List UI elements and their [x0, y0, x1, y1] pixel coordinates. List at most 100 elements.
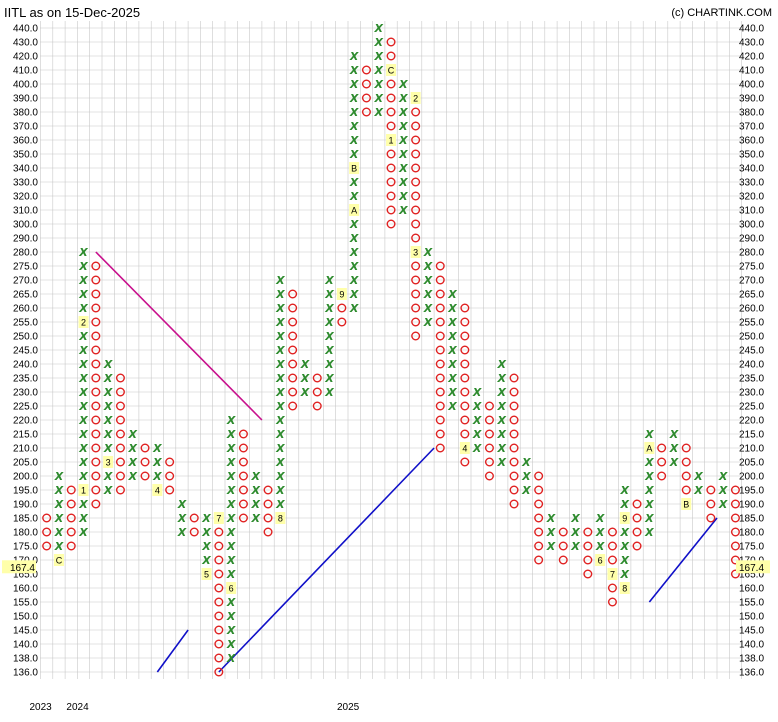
x-box: X — [570, 540, 580, 553]
o-box — [91, 359, 101, 369]
o-box — [435, 443, 445, 453]
x-box: X — [423, 246, 433, 259]
month-marker: 1 — [81, 486, 86, 496]
x-box: X — [374, 50, 384, 63]
o-box — [361, 79, 371, 89]
y-tick-label-right: 340.0 — [739, 164, 764, 175]
month-marker: A — [351, 206, 357, 216]
o-box — [411, 163, 421, 173]
copyright-label: (c) CHARTINK.COM — [671, 7, 772, 19]
o-box — [115, 429, 125, 439]
month-marker-bg — [213, 512, 224, 524]
y-tick-label-right: 260.0 — [739, 304, 764, 315]
o-box — [435, 289, 445, 299]
o-box — [534, 541, 544, 551]
o-box — [484, 457, 494, 467]
x-box: X — [128, 442, 138, 455]
x-box: X — [497, 372, 507, 385]
month-marker-bg — [78, 484, 89, 496]
o-box — [607, 555, 617, 565]
o-box — [681, 443, 691, 453]
month-marker: C — [388, 66, 395, 76]
o-box — [91, 429, 101, 439]
o-box — [534, 513, 544, 523]
o-box — [288, 373, 298, 383]
o-box — [534, 471, 544, 481]
o-box — [91, 261, 101, 271]
o-box — [386, 205, 396, 215]
x-box: X — [103, 414, 113, 427]
o-box — [460, 401, 470, 411]
x-box: X — [275, 498, 285, 511]
x-box: X — [718, 498, 728, 511]
y-tick-label-right: 160.0 — [739, 584, 764, 595]
x-box: X — [718, 484, 728, 497]
x-box: X — [226, 526, 236, 539]
month-marker: 9 — [339, 290, 344, 300]
x-box: X — [447, 386, 457, 399]
o-box — [730, 541, 740, 551]
month-marker: 3 — [413, 248, 418, 258]
x-box: X — [349, 190, 359, 203]
x-year-label: 2024 — [66, 702, 89, 713]
o-box — [91, 331, 101, 341]
x-box: X — [275, 484, 285, 497]
o-box — [91, 457, 101, 467]
y-tick-label-left: 210.0 — [13, 444, 38, 455]
o-box — [386, 149, 396, 159]
x-box: X — [644, 470, 654, 483]
y-tick-label-left: 155.0 — [13, 598, 38, 609]
trendline-resistance — [95, 251, 263, 421]
month-marker-bg — [78, 316, 89, 328]
x-box: X — [103, 358, 113, 371]
x-box: X — [620, 484, 630, 497]
o-box — [460, 317, 470, 327]
o-box — [411, 317, 421, 327]
o-box — [386, 93, 396, 103]
o-box — [386, 107, 396, 117]
x-box: X — [423, 302, 433, 315]
x-box: X — [472, 400, 482, 413]
o-box — [214, 611, 224, 621]
o-box — [312, 373, 322, 383]
y-tick-label-left: 255.0 — [13, 318, 38, 329]
x-box: X — [447, 302, 457, 315]
o-box — [435, 317, 445, 327]
x-box: X — [54, 470, 64, 483]
o-box — [657, 471, 667, 481]
o-box — [337, 303, 347, 313]
o-box — [509, 401, 519, 411]
o-box — [288, 289, 298, 299]
y-tick-label-right: 255.0 — [739, 318, 764, 329]
month-marker-bg — [336, 288, 347, 300]
o-box — [386, 37, 396, 47]
x-box: X — [521, 456, 531, 469]
x-box: X — [398, 162, 408, 175]
x-box: X — [324, 344, 334, 357]
x-box: X — [275, 414, 285, 427]
o-box — [484, 429, 494, 439]
x-box: X — [300, 386, 310, 399]
y-tick-label-right: 290.0 — [739, 234, 764, 245]
x-box: X — [447, 400, 457, 413]
o-box — [115, 401, 125, 411]
y-tick-label-left: 275.0 — [13, 262, 38, 273]
x-year-label: 2023 — [30, 702, 53, 713]
x-box: X — [275, 358, 285, 371]
o-box — [730, 499, 740, 509]
x-box: X — [349, 232, 359, 245]
o-box — [238, 443, 248, 453]
month-marker-bg — [201, 568, 212, 580]
x-box: X — [226, 428, 236, 441]
x-box: X — [201, 526, 211, 539]
y-tick-label-right: 440.0 — [739, 24, 764, 35]
o-box — [509, 415, 519, 425]
y-tick-label-right: 350.0 — [739, 150, 764, 161]
x-box: X — [251, 470, 261, 483]
o-box — [435, 387, 445, 397]
x-box: X — [447, 372, 457, 385]
o-box — [607, 541, 617, 551]
o-box — [460, 303, 470, 313]
o-box — [632, 541, 642, 551]
x-box: X — [103, 428, 113, 441]
